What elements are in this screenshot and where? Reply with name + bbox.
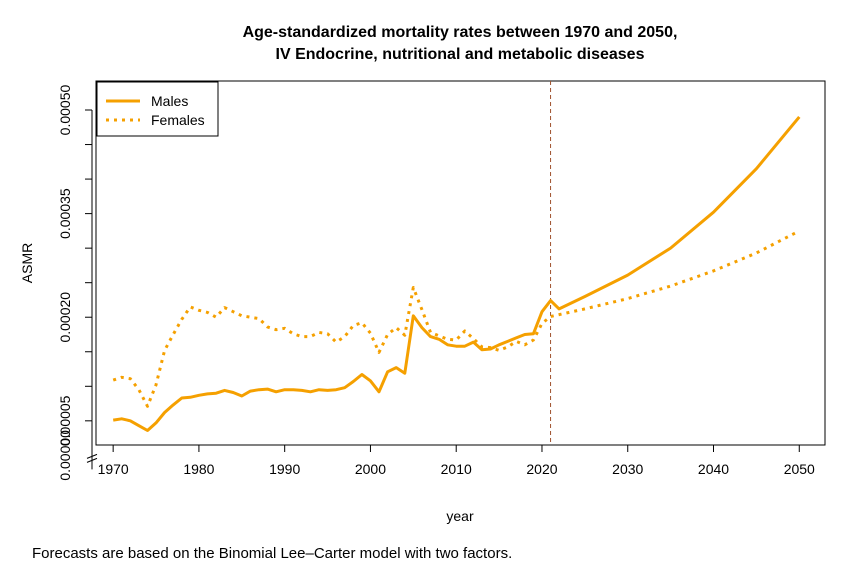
chart-title: Age-standardized mortality rates between… xyxy=(243,24,678,41)
y-tick-label: 0.00035 xyxy=(57,188,73,239)
y-axis-break-mark xyxy=(86,453,98,463)
x-tick-label: 2040 xyxy=(698,461,729,477)
x-tick-label: 2020 xyxy=(526,461,557,477)
x-tick-label: 1970 xyxy=(98,461,129,477)
series-line-females xyxy=(112,229,800,408)
x-tick-label: 2010 xyxy=(441,461,472,477)
x-tick-label: 1980 xyxy=(183,461,214,477)
x-axis: 1970 1980 1990 2000 2010 2020 2030 2040 2050 xyxy=(98,444,815,477)
y-tick-label: 0.00000 xyxy=(57,430,73,481)
x-tick-label: 1990 xyxy=(269,461,300,477)
y-tick-label: 0.00020 xyxy=(57,292,73,343)
x-tick-label: 2050 xyxy=(784,461,815,477)
chart-caption: Forecasts are based on the Binomial Lee–… xyxy=(32,545,513,562)
y-axis-title: ASMR xyxy=(19,243,35,283)
legend-box xyxy=(96,81,219,137)
x-axis-title: year xyxy=(446,508,474,524)
chart-subtitle: IV Endocrine, nutritional and metabolic … xyxy=(276,46,645,63)
series-line-males xyxy=(112,115,801,432)
y-tick-label: 0.00050 xyxy=(57,84,73,135)
legend-label-males: Males xyxy=(151,93,188,109)
series-layer xyxy=(112,115,801,432)
x-tick-label: 2030 xyxy=(612,461,643,477)
legend: Males Females xyxy=(96,81,219,137)
legend-label-females: Females xyxy=(151,112,205,128)
y-tick-label: 0.00005 xyxy=(57,395,73,446)
x-tick-label: 2000 xyxy=(355,461,386,477)
